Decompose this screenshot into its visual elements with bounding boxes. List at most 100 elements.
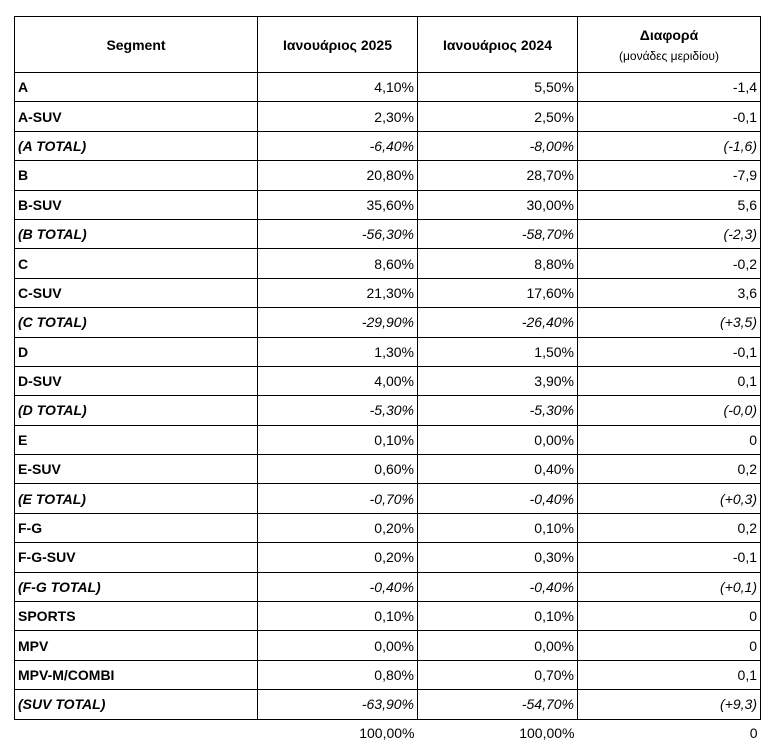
value-cell: -0,2 <box>577 248 761 279</box>
value-cell: 2,50% <box>417 101 578 132</box>
value-cell: 8,80% <box>417 248 578 279</box>
value-cell: 3,90% <box>417 365 578 397</box>
value-cell: 1,30% <box>257 336 418 367</box>
segment-cell: A-SUV <box>14 101 258 132</box>
header-row: Segment Ιανουάριος 2025 Ιανουάριος 2024 Δια… <box>14 16 761 73</box>
value-cell: -54,70% <box>417 689 578 720</box>
table-row: MPV 0,00% 0,00% 0 <box>14 630 761 661</box>
column-title: Ιανουάριος 2024 <box>442 36 552 53</box>
value-cell: (-0,0) <box>577 395 761 426</box>
table-row: E 0,10% 0,00% 0 <box>14 424 761 456</box>
value-cell: -0,40% <box>257 571 418 603</box>
column-note: (μονάδες μεριδίου) <box>618 48 719 63</box>
value-cell: 0,10% <box>257 424 418 456</box>
segment-cell: (B TOTAL) <box>14 218 258 250</box>
value-cell: 0,1 <box>577 659 761 691</box>
value-cell: 0 <box>577 424 761 456</box>
table-row: (A TOTAL) -6,40% -8,00% (-1,6) <box>14 130 761 162</box>
value-cell: -8,00% <box>417 130 578 162</box>
value-cell: 8,60% <box>257 248 418 279</box>
column-title: Ιανουάριος 2025 <box>282 36 392 53</box>
value-cell: -26,40% <box>417 307 578 338</box>
value-cell: -29,90% <box>257 307 418 338</box>
table-row: D-SUV 4,00% 3,90% 0,1 <box>14 365 761 397</box>
value-cell: 35,60% <box>257 189 418 220</box>
value-cell: 28,70% <box>417 160 578 191</box>
table-row: D 1,30% 1,50% -0,1 <box>14 336 761 367</box>
value-cell: 3,6 <box>577 277 761 309</box>
table-row: A 4,10% 5,50% -1,4 <box>14 71 761 103</box>
segment-table: Segment Ιανουάριος 2025 Ιανουάριος 2024 Δια… <box>14 16 761 746</box>
value-cell: 21,30% <box>257 277 418 309</box>
value-cell: -0,1 <box>577 336 761 367</box>
value-cell: -0,1 <box>577 101 761 132</box>
value-cell: (+0,3) <box>577 483 761 514</box>
table-row: C-SUV 21,30% 17,60% 3,6 <box>14 277 761 309</box>
value-cell: -1,4 <box>577 71 761 103</box>
value-cell: -7,9 <box>577 160 761 191</box>
value-cell: -0,1 <box>577 542 761 573</box>
table-row: F-G-SUV 0,20% 0,30% -0,1 <box>14 542 761 573</box>
table-row: (B TOTAL) -56,30% -58,70% (-2,3) <box>14 218 761 250</box>
value-cell: -0,70% <box>257 483 418 514</box>
value-cell: 4,00% <box>257 365 418 397</box>
value-cell: 0 <box>577 630 761 661</box>
value-cell: -6,40% <box>257 130 418 162</box>
value-cell: 0,80% <box>257 659 418 691</box>
value-cell: -58,70% <box>417 218 578 250</box>
column-header: Διαφορά (μονάδες μεριδίου) <box>577 16 761 73</box>
table-row: (C TOTAL) -29,90% -26,40% (+3,5) <box>14 307 761 338</box>
value-cell: 0,2 <box>577 454 761 485</box>
column-header: Segment <box>14 16 258 73</box>
segment-cell: D <box>14 336 258 367</box>
column-title: Διαφορά <box>639 26 699 43</box>
segment-cell: MPV-M/COMBI <box>14 659 258 691</box>
table-row: B 20,80% 28,70% -7,9 <box>14 160 761 191</box>
table-row: E-SUV 0,60% 0,40% 0,2 <box>14 454 761 485</box>
value-cell: -56,30% <box>257 218 418 250</box>
column-header: Ιανουάριος 2025 <box>257 16 418 73</box>
table-row: B-SUV 35,60% 30,00% 5,6 <box>14 189 761 220</box>
segment-cell: D-SUV <box>14 365 258 397</box>
value-cell: 0,30% <box>417 542 578 573</box>
table-row: (E TOTAL) -0,70% -0,40% (+0,3) <box>14 483 761 514</box>
column-header: Ιανουάριος 2024 <box>417 16 578 73</box>
value-cell: 0,1 <box>577 365 761 397</box>
value-cell: 0,20% <box>257 512 418 544</box>
segment-cell: (SUV TOTAL) <box>14 689 258 720</box>
value-cell: -5,30% <box>257 395 418 426</box>
segment-cell: E-SUV <box>14 454 258 485</box>
segment-cell: MPV <box>14 630 258 661</box>
value-cell: (-1,6) <box>577 130 761 162</box>
value-cell: 2,30% <box>257 101 418 132</box>
segment-cell: B-SUV <box>14 189 258 220</box>
table-row: C 8,60% 8,80% -0,2 <box>14 248 761 279</box>
totals-row: 100,00% 100,00% 0 <box>15 719 761 746</box>
value-cell: 0,70% <box>417 659 578 691</box>
total-cell: 100,00% <box>519 724 575 741</box>
value-cell: 5,50% <box>417 71 578 103</box>
value-cell: 30,00% <box>417 189 578 220</box>
empty-cell <box>15 719 258 746</box>
value-cell: (+9,3) <box>577 689 761 720</box>
segment-cell: (D TOTAL) <box>14 395 258 426</box>
segment-cell: A <box>14 71 258 103</box>
value-cell: 0,10% <box>417 601 578 632</box>
value-cell: (+0,1) <box>577 571 761 603</box>
value-cell: 0,10% <box>417 512 578 544</box>
value-cell: -5,30% <box>417 395 578 426</box>
segment-cell: C-SUV <box>14 277 258 309</box>
value-cell: 20,80% <box>257 160 418 191</box>
segment-cell: F-G-SUV <box>14 542 258 573</box>
segment-cell: C <box>14 248 258 279</box>
value-cell: 0 <box>577 601 761 632</box>
value-cell: 0,00% <box>417 630 578 661</box>
value-cell: 17,60% <box>417 277 578 309</box>
value-cell: 4,10% <box>257 71 418 103</box>
value-cell: 0,00% <box>257 630 418 661</box>
value-cell: 1,50% <box>417 336 578 367</box>
value-cell: -0,40% <box>417 571 578 603</box>
value-cell: 0,10% <box>257 601 418 632</box>
segment-cell: (A TOTAL) <box>14 130 258 162</box>
